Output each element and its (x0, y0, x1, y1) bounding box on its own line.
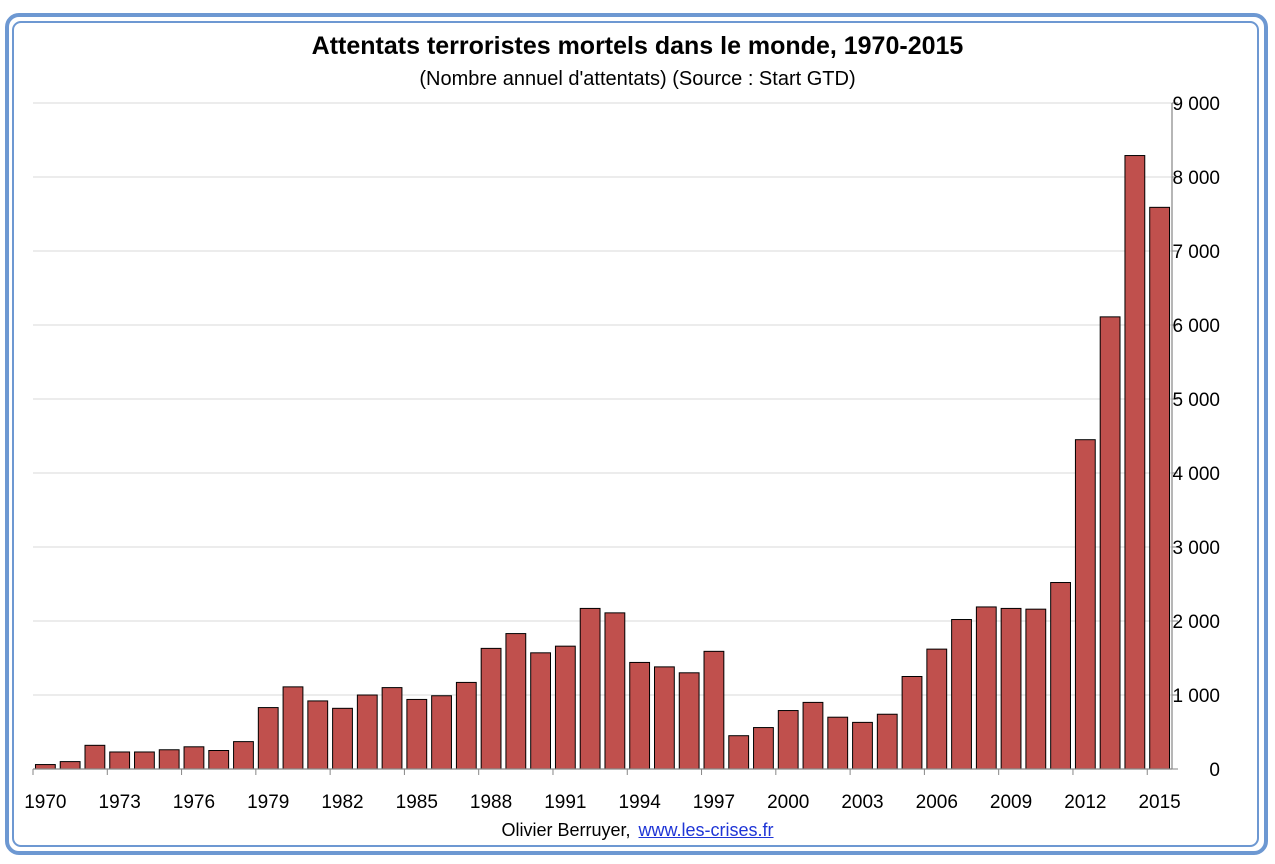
bar (455, 681, 477, 770)
bar (604, 612, 626, 770)
bar (356, 694, 378, 770)
x-tick-label: 2003 (841, 792, 883, 813)
x-tick-label: 2000 (767, 792, 809, 813)
bar (332, 707, 353, 770)
x-tick-label: 1979 (247, 792, 289, 813)
bar (827, 716, 849, 770)
y-tick-label: 2 000 (1172, 612, 1220, 633)
chart-title: Attentats terroristes mortels dans le mo… (311, 32, 964, 60)
bar (406, 698, 428, 770)
bar (926, 648, 948, 770)
bar (753, 727, 774, 770)
footer-author: Olivier Berruyer, (501, 820, 631, 840)
bar (505, 633, 527, 770)
bar (678, 672, 700, 770)
y-tick-label: 0 (1209, 760, 1220, 781)
x-tick-label: 1973 (99, 792, 141, 813)
bar (1074, 439, 1096, 770)
y-tick-label: 9 000 (1172, 94, 1220, 115)
bar (975, 606, 997, 770)
bar (629, 661, 651, 770)
bar (431, 695, 452, 770)
bar (728, 735, 750, 770)
bar (183, 746, 205, 770)
bar (59, 761, 81, 770)
x-tick-label: 1997 (693, 792, 735, 813)
bar (876, 713, 898, 770)
bar (579, 607, 601, 770)
x-tick-label: 1994 (619, 792, 662, 813)
y-tick-label: 8 000 (1172, 168, 1220, 189)
bar (1025, 608, 1047, 770)
bar (852, 721, 873, 770)
x-tick-label: 2015 (1138, 792, 1180, 813)
x-tick-label: 1988 (470, 792, 512, 813)
x-tick-label: 1976 (173, 792, 215, 813)
x-tick-label: 1985 (396, 792, 438, 813)
footer-credit: Olivier Berruyer, www.les-crises.fr (0, 820, 1275, 841)
bar (951, 619, 972, 770)
y-tick-label: 4 000 (1172, 464, 1220, 485)
bar (257, 707, 279, 770)
bar (1050, 582, 1071, 770)
bar (653, 666, 675, 770)
outer-frame (5, 13, 1268, 855)
bar (1099, 316, 1121, 770)
bar (703, 650, 725, 770)
y-tick-label: 7 000 (1172, 242, 1220, 263)
bar (233, 741, 254, 770)
bar (84, 744, 106, 770)
bar (530, 652, 552, 770)
y-tick-label: 5 000 (1172, 390, 1220, 411)
bar (1124, 155, 1146, 770)
bar (1000, 607, 1022, 770)
bar (901, 676, 923, 770)
bar (480, 647, 502, 770)
bar (381, 687, 403, 770)
bar (1149, 206, 1171, 770)
bar (554, 645, 576, 770)
footer-link[interactable]: www.les-crises.fr (638, 820, 774, 840)
x-tick-label: 1991 (544, 792, 586, 813)
x-tick-label: 1982 (321, 792, 363, 813)
y-tick-label: 1 000 (1172, 686, 1220, 707)
y-tick-label: 3 000 (1172, 538, 1220, 559)
bar (282, 686, 304, 770)
bar (777, 710, 799, 770)
chart-subtitle: (Nombre annuel d'attentats) (Source : St… (419, 68, 856, 90)
bar (802, 701, 824, 770)
bar (109, 751, 131, 770)
bar (134, 751, 155, 770)
y-tick-label: 6 000 (1172, 316, 1220, 337)
bar (158, 749, 180, 770)
inner-frame (12, 21, 1259, 847)
x-tick-label: 1970 (24, 792, 66, 813)
bar (208, 750, 230, 770)
x-tick-label: 2009 (990, 792, 1032, 813)
bar (34, 764, 56, 770)
x-tick-label: 2012 (1064, 792, 1106, 813)
x-tick-label: 2006 (916, 792, 958, 813)
bar (307, 700, 329, 770)
